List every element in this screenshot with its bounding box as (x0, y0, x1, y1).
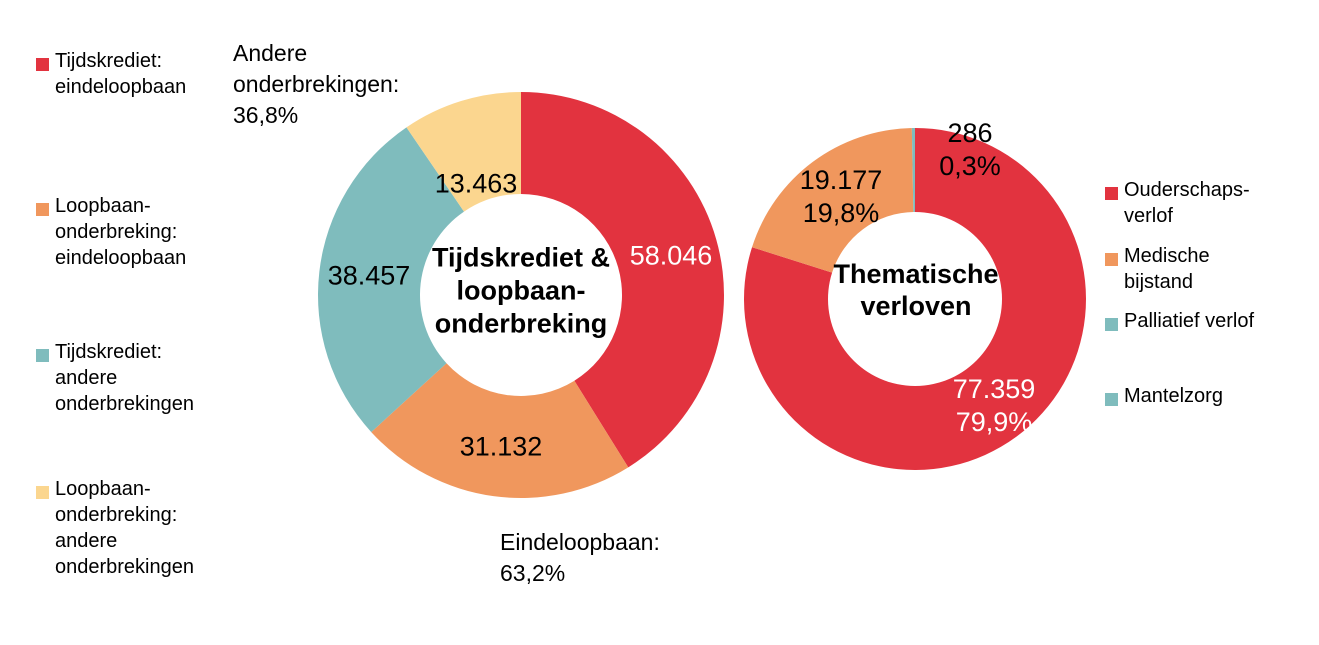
legend-item-tijdskrediet-andere: Tijdskrediet: andere onderbrekingen (36, 339, 226, 417)
legend-swatch-teal (1105, 318, 1118, 331)
legend-label: Mantelzorg (1124, 385, 1223, 407)
legend-label: Tijdskrediet: eindeloopbaan (55, 50, 187, 98)
slice-label-loopbaanonderbreking-andere: 13.463 (434, 168, 518, 199)
slice-label-ouderschapsverlof: 77.359 79,9% (952, 374, 1036, 437)
donut-center-title-left: Tijdskrediet & loopbaan- onderbreking (431, 242, 611, 339)
donut-slice (521, 92, 724, 468)
donut-chart-thematische-verloven (743, 128, 1086, 470)
legend-swatch-red (36, 58, 49, 71)
slice-label-medische-bijstand: 19.177 19,8% (799, 165, 883, 228)
legend-swatch-teal (36, 349, 49, 362)
slice-label-palliatief-verlof: 286 0,3% (939, 118, 1001, 181)
legend-label: Medische bijstand (1124, 245, 1210, 293)
slice-label-loopbaanonderbreking-eindeloopbaan: 31.132 (459, 431, 543, 462)
annotation-eindeloopbaan: Eindeloopbaan: 63,2% (500, 529, 660, 586)
legend-item-medische-bijstand: Medische bijstand (1105, 243, 1305, 295)
legend-item-palliatief-verlof: Palliatief verlof (1105, 308, 1305, 334)
slice-label-tijdskrediet-eindeloopbaan: 58.046 (629, 240, 713, 271)
legend-item-loopbaanonderbreking-eindeloopbaan: Loopbaan- onderbreking: eindeloopbaan (36, 193, 226, 271)
donut-slice (911, 128, 915, 213)
legend-item-mantelzorg: Mantelzorg (1105, 383, 1305, 409)
legend-item-tijdskrediet-eindeloopbaan: Tijdskrediet: eindeloopbaan (36, 48, 226, 100)
legend-swatch-orange (36, 203, 49, 216)
legend-label: Loopbaan- onderbreking: eindeloopbaan (55, 195, 187, 269)
legend-swatch-teal (1105, 393, 1118, 406)
legend-item-ouderschapsverlof: Ouderschaps- verlof (1105, 177, 1305, 229)
donut-slice (371, 363, 629, 498)
donut-center-title-right: Thematische verloven (833, 259, 999, 321)
donut-chart-tijdskrediet-loopbaanonderbreking (317, 92, 724, 498)
legend-swatch-red (1105, 187, 1118, 200)
legend-swatch-cream (36, 486, 49, 499)
legend-swatch-orange (1105, 253, 1118, 266)
legend-label: Ouderschaps- verlof (1124, 179, 1250, 227)
legend-label: Loopbaan- onderbreking: andere onderbrek… (55, 478, 194, 578)
legend-label: Tijdskrediet: andere onderbrekingen (55, 341, 194, 415)
donut-slice (406, 92, 521, 212)
legend-label: Palliatief verlof (1124, 310, 1255, 332)
slice-label-tijdskrediet-andere: 38.457 (327, 260, 411, 291)
annotation-andere-onderbrekingen: Andere onderbrekingen: 36,8% (233, 40, 400, 128)
donut-slice (317, 127, 465, 433)
donut-slice (752, 128, 914, 273)
legend-item-loopbaanonderbreking-andere: Loopbaan- onderbreking: andere onderbrek… (36, 476, 226, 580)
donut-slice (743, 128, 1086, 470)
